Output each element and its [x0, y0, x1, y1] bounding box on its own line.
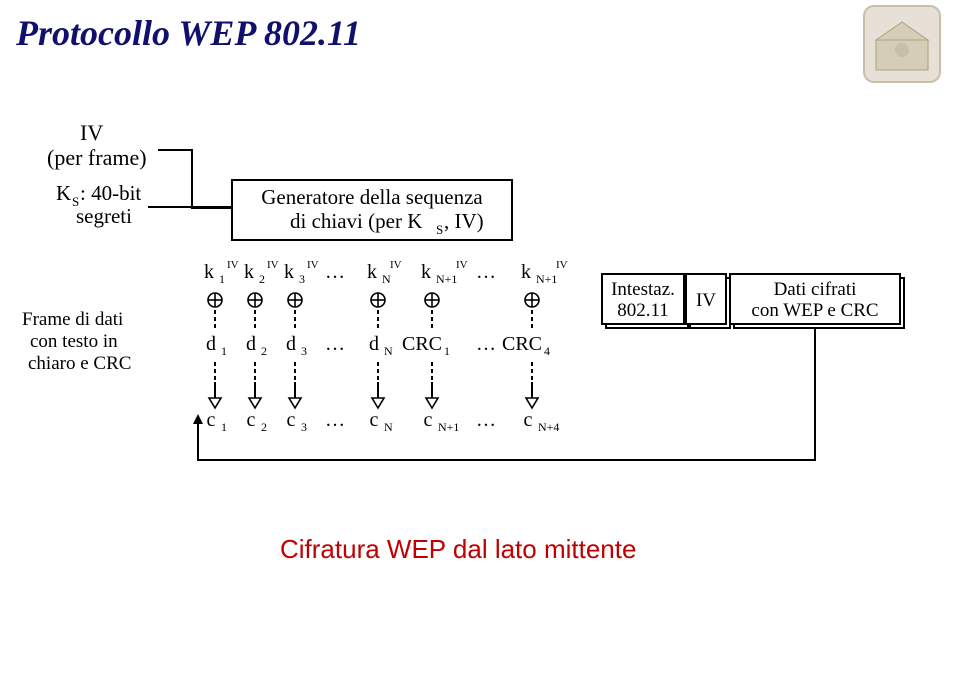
svg-text:d: d — [206, 333, 216, 355]
svg-text:IV: IV — [267, 259, 279, 271]
header-box-l2: 802.11 — [617, 300, 669, 321]
iv-label-line2: (per frame) — [47, 145, 147, 170]
svg-text:3: 3 — [299, 272, 305, 286]
svg-text:CRC: CRC — [502, 333, 542, 355]
svg-text:…: … — [476, 409, 496, 431]
svg-text:2: 2 — [261, 344, 267, 358]
frame-label-l1: Frame di dati — [22, 309, 123, 330]
generator-line2: di chiavi (per K S , IV) — [290, 209, 484, 237]
svg-text:d: d — [286, 333, 296, 355]
svg-text:d: d — [246, 333, 256, 355]
svg-text:…: … — [325, 333, 345, 355]
svg-text:1: 1 — [221, 420, 227, 434]
svg-text:1: 1 — [219, 272, 225, 286]
svg-text:k: k — [244, 261, 254, 283]
svg-text:IV: IV — [227, 259, 239, 271]
iv-connector — [158, 150, 232, 208]
svg-text:k: k — [204, 261, 214, 283]
caption: Cifratura WEP dal lato mittente — [280, 534, 636, 565]
svg-text:…: … — [325, 409, 345, 431]
xor-columns: k1IVd1c1k2IVd2c2k3IVd3c3………kNIVdNcNkN+1I… — [204, 259, 568, 434]
cipher-feedback-arrowhead — [193, 414, 203, 424]
svg-text:c: c — [247, 409, 256, 431]
cipher-l2: con WEP e CRC — [751, 300, 878, 321]
svg-text:…: … — [476, 261, 496, 283]
wep-diagram: IV (per frame) K S : 40-bit segreti Gene… — [0, 0, 960, 682]
iv-box-text: IV — [696, 290, 716, 311]
svg-text:k: k — [521, 261, 531, 283]
svg-text:c: c — [207, 409, 216, 431]
svg-text:N: N — [384, 344, 393, 358]
svg-text:IV: IV — [556, 259, 568, 271]
svg-text:: 40-bit: : 40-bit — [80, 181, 141, 205]
iv-label-line1: IV — [80, 120, 103, 145]
frame-label-l2: con testo in — [30, 331, 118, 352]
svg-text:di chiavi (per K: di chiavi (per K — [290, 209, 422, 233]
svg-text:2: 2 — [259, 272, 265, 286]
svg-text:c: c — [287, 409, 296, 431]
svg-text:, IV): , IV) — [444, 209, 484, 233]
svg-text:IV: IV — [456, 259, 468, 271]
generator-line1: Generatore della sequenza — [261, 185, 483, 209]
ks-label: K S : 40-bit segreti — [56, 181, 141, 228]
svg-text:segreti: segreti — [76, 204, 132, 228]
header-box-l1: Intestaz. — [611, 279, 675, 300]
svg-text:…: … — [476, 333, 496, 355]
svg-text:d: d — [369, 333, 379, 355]
svg-text:K: K — [56, 181, 71, 205]
cipher-l1: Dati cifrati — [774, 279, 857, 300]
svg-text:3: 3 — [301, 420, 307, 434]
svg-text:N+1: N+1 — [536, 272, 557, 286]
svg-text:1: 1 — [221, 344, 227, 358]
svg-text:k: k — [421, 261, 431, 283]
svg-text:S: S — [436, 222, 443, 237]
svg-text:N+4: N+4 — [538, 420, 559, 434]
svg-text:…: … — [325, 261, 345, 283]
svg-text:IV: IV — [390, 259, 402, 271]
svg-text:1: 1 — [444, 344, 450, 358]
svg-text:k: k — [367, 261, 377, 283]
svg-text:c: c — [424, 409, 433, 431]
svg-text:N: N — [384, 420, 393, 434]
svg-text:N: N — [382, 272, 391, 286]
svg-text:2: 2 — [261, 420, 267, 434]
svg-text:N+1: N+1 — [436, 272, 457, 286]
svg-text:4: 4 — [544, 344, 550, 358]
svg-text:3: 3 — [301, 344, 307, 358]
svg-text:CRC: CRC — [402, 333, 442, 355]
svg-text:IV: IV — [307, 259, 319, 271]
svg-text:N+1: N+1 — [438, 420, 459, 434]
frame-label-l3: chiaro e CRC — [28, 353, 131, 374]
svg-text:k: k — [284, 261, 294, 283]
svg-text:c: c — [370, 409, 379, 431]
svg-text:c: c — [524, 409, 533, 431]
